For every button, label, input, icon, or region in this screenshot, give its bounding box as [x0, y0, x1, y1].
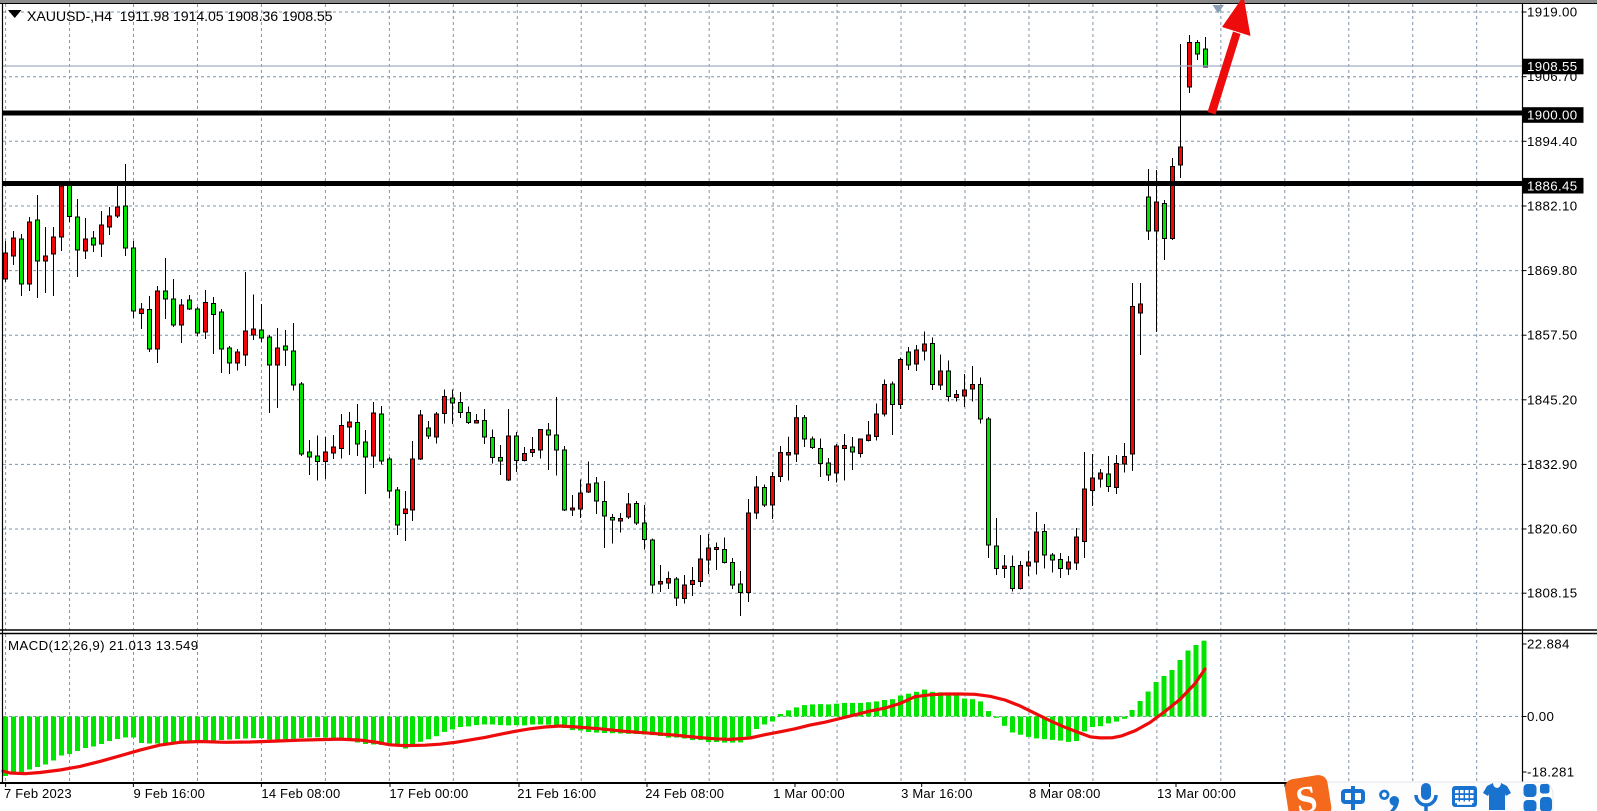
svg-text:1820.60: 1820.60 [1527, 522, 1578, 537]
svg-text:21 Feb 16:00: 21 Feb 16:00 [517, 786, 596, 801]
svg-text:1869.80: 1869.80 [1527, 263, 1578, 278]
svg-text:1832.90: 1832.90 [1527, 457, 1578, 472]
svg-text:1886.45: 1886.45 [1527, 178, 1578, 193]
svg-text:13 Mar 00:00: 13 Mar 00:00 [1157, 786, 1236, 801]
svg-text:0.00: 0.00 [1527, 709, 1554, 724]
svg-text:8 Mar 08:00: 8 Mar 08:00 [1029, 786, 1101, 801]
svg-text:24 Feb 08:00: 24 Feb 08:00 [645, 786, 724, 801]
svg-text:22.884: 22.884 [1527, 637, 1570, 652]
svg-text:1882.10: 1882.10 [1527, 199, 1578, 214]
svg-text:XAUUSD-,H4 1911.98 1914.05 19: XAUUSD-,H4 1911.98 1914.05 1908.36 1908.… [27, 9, 333, 25]
svg-text:7 Feb 2023: 7 Feb 2023 [4, 786, 72, 801]
svg-text:1845.20: 1845.20 [1527, 392, 1578, 407]
svg-text:1808.15: 1808.15 [1527, 586, 1578, 601]
svg-text:1857.50: 1857.50 [1527, 328, 1578, 343]
svg-text:17 Feb 00:00: 17 Feb 00:00 [389, 786, 468, 801]
svg-text:1908.55: 1908.55 [1527, 59, 1578, 74]
svg-text:3 Mar 16:00: 3 Mar 16:00 [901, 786, 973, 801]
svg-text:9 Feb 16:00: 9 Feb 16:00 [134, 786, 206, 801]
svg-text:14 Feb 08:00: 14 Feb 08:00 [261, 786, 340, 801]
svg-text:1 Mar 00:00: 1 Mar 00:00 [773, 786, 845, 801]
svg-text:1894.40: 1894.40 [1527, 134, 1578, 149]
svg-text:MACD(12,26,9) 21.013 13.549: MACD(12,26,9) 21.013 13.549 [8, 638, 199, 653]
svg-text:1919.00: 1919.00 [1527, 5, 1578, 20]
svg-text:-18.281: -18.281 [1527, 765, 1575, 780]
svg-text:1900.00: 1900.00 [1527, 108, 1578, 123]
